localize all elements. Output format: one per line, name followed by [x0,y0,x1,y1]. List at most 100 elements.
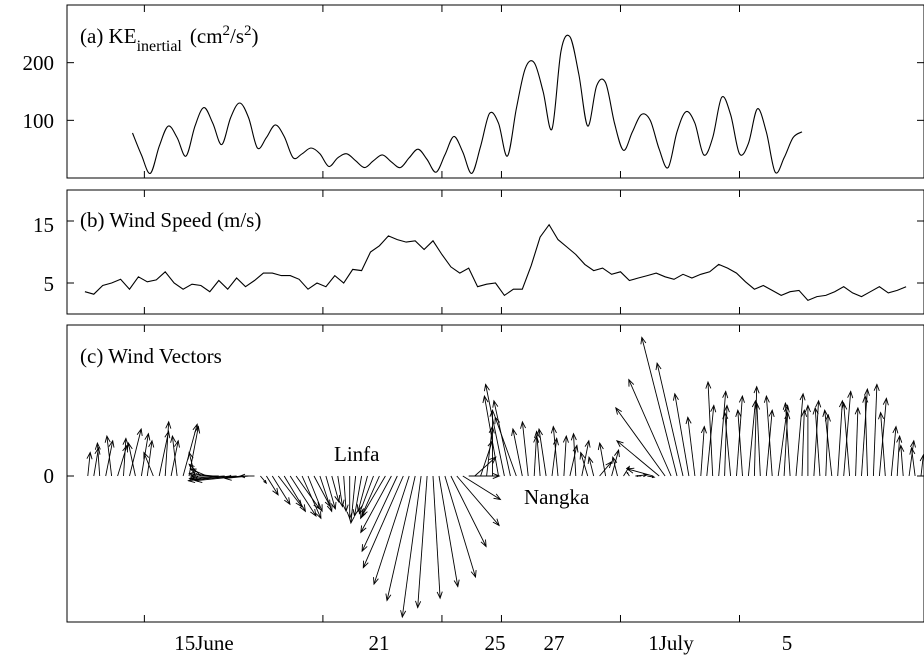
wind-vector-arrow [143,451,154,477]
wind-vector-head [685,416,692,425]
wind-vector-arrow [260,475,268,485]
wind-vector-head [187,451,194,460]
wind-vector-head [94,446,101,455]
wind-vector-arrow [486,425,495,477]
wind-vector-head [334,494,341,504]
wind-vector-arrow [706,404,717,477]
wind-vector-arrow [239,473,255,479]
wind-vector-head [611,456,618,464]
wind-vector-head [587,456,594,464]
wind-vector-shaft [580,452,589,477]
wind-vector-head [361,544,368,553]
wind-vector-head [635,474,639,478]
wind-vector-shaft [494,417,517,477]
wind-vector-shaft [164,421,170,477]
wind-vector-head [223,474,232,481]
wind-vector-shaft [569,445,578,477]
wind-vector-arrow [655,362,684,477]
wind-vector-arrow [570,432,577,477]
wind-vector-arrow [763,394,773,477]
wind-vector-arrow [360,475,380,520]
wind-vector-head [316,504,323,513]
wind-vector-shaft [581,440,590,477]
wind-vector-head [362,560,369,569]
wind-vector-shaft [277,475,303,507]
wind-vector-head [189,468,197,474]
wind-vector-arrow [804,404,811,476]
wind-vector-shaft [129,428,142,477]
wind-vector-shaft [483,396,499,477]
wind-vector-head [272,487,279,496]
wind-vector-arrow [635,474,642,478]
wind-vector-head [863,387,870,396]
wind-vector-shaft [724,412,732,477]
wind-vector-shaft [325,475,336,510]
wind-vector-shaft [814,407,821,477]
wind-vector-head [360,511,367,520]
wind-vector-head [492,472,501,480]
wind-vector-shaft [843,403,851,477]
wind-vector-head [470,570,477,579]
wind-vector-head [143,451,150,460]
wind-vector-head [295,499,303,508]
wind-vector-arrow [348,475,357,525]
wind-vector-head [722,411,729,420]
wind-vector-head [862,394,869,403]
wind-vector-arrow [86,451,93,477]
wind-vector-arrow [194,475,243,484]
wind-vector-arrow [765,409,775,477]
wind-vector-shaft [687,417,696,477]
wind-vector-arrow [415,475,428,609]
wind-vector-head [483,383,490,392]
wind-vector-head [492,399,499,408]
wind-vector-head [126,441,133,451]
wind-vector-head [108,439,115,448]
wind-vector-head [480,539,487,548]
wind-vector-arrow [483,383,505,477]
wind-vector-head [878,411,885,420]
wind-vector-shaft [358,475,374,514]
wind-vector-arrow [520,420,529,477]
wind-vector-arrow [722,411,732,477]
wind-vector-arrow [362,475,404,569]
wind-vector-arrow [890,425,899,477]
wind-vector-shaft [386,475,416,601]
wind-vector-shaft [872,384,878,477]
wind-vector-shaft [552,426,559,477]
wind-vector-head [570,432,577,441]
wind-vector-head [174,439,180,448]
wind-vector-head [784,411,791,420]
wind-vector-head [909,446,916,455]
wind-vector-arrow [700,425,707,477]
wind-vector-shaft [362,475,404,568]
wind-vector-shaft [588,457,595,477]
wind-vector-shaft [707,381,714,477]
wind-vector-shaft [360,475,380,519]
wind-vector-arrow [579,451,589,477]
wind-vector-shaft [656,363,684,477]
wind-vector-head [86,451,93,460]
wind-vector-shaft [493,400,511,477]
wind-vector-shaft [485,384,505,477]
wind-vector-shaft [438,475,459,587]
wind-vector-head [722,390,729,399]
wind-vector-head [615,440,624,448]
wind-vector-shaft [158,431,170,477]
wind-vector-shaft [706,405,715,477]
wind-vector-arrow [640,336,678,477]
wind-vector-head [642,473,649,478]
panel-b-ytick-5: 5 [44,272,55,296]
wind-vector-arrow [628,378,672,477]
wind-vector-arrow [462,475,502,501]
wind-vector-head [873,383,880,392]
wind-vector-head [655,362,662,371]
wind-vector-head [597,441,604,451]
wind-vector-arrow [361,475,386,518]
wind-vector-shaft [753,386,758,477]
wind-vector-shaft [795,393,804,477]
wind-vector-head [482,394,489,404]
wind-vector-shaft [361,475,386,517]
wind-vector-arrow [468,472,501,480]
wind-vector-shaft [615,407,666,477]
annotation-nangka: Nangka [524,485,590,509]
